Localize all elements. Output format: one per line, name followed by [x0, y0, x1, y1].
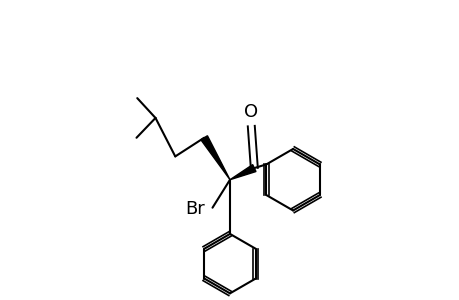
Polygon shape — [230, 165, 255, 180]
Text: Br: Br — [185, 200, 204, 218]
Polygon shape — [201, 136, 230, 180]
Text: O: O — [244, 103, 258, 121]
